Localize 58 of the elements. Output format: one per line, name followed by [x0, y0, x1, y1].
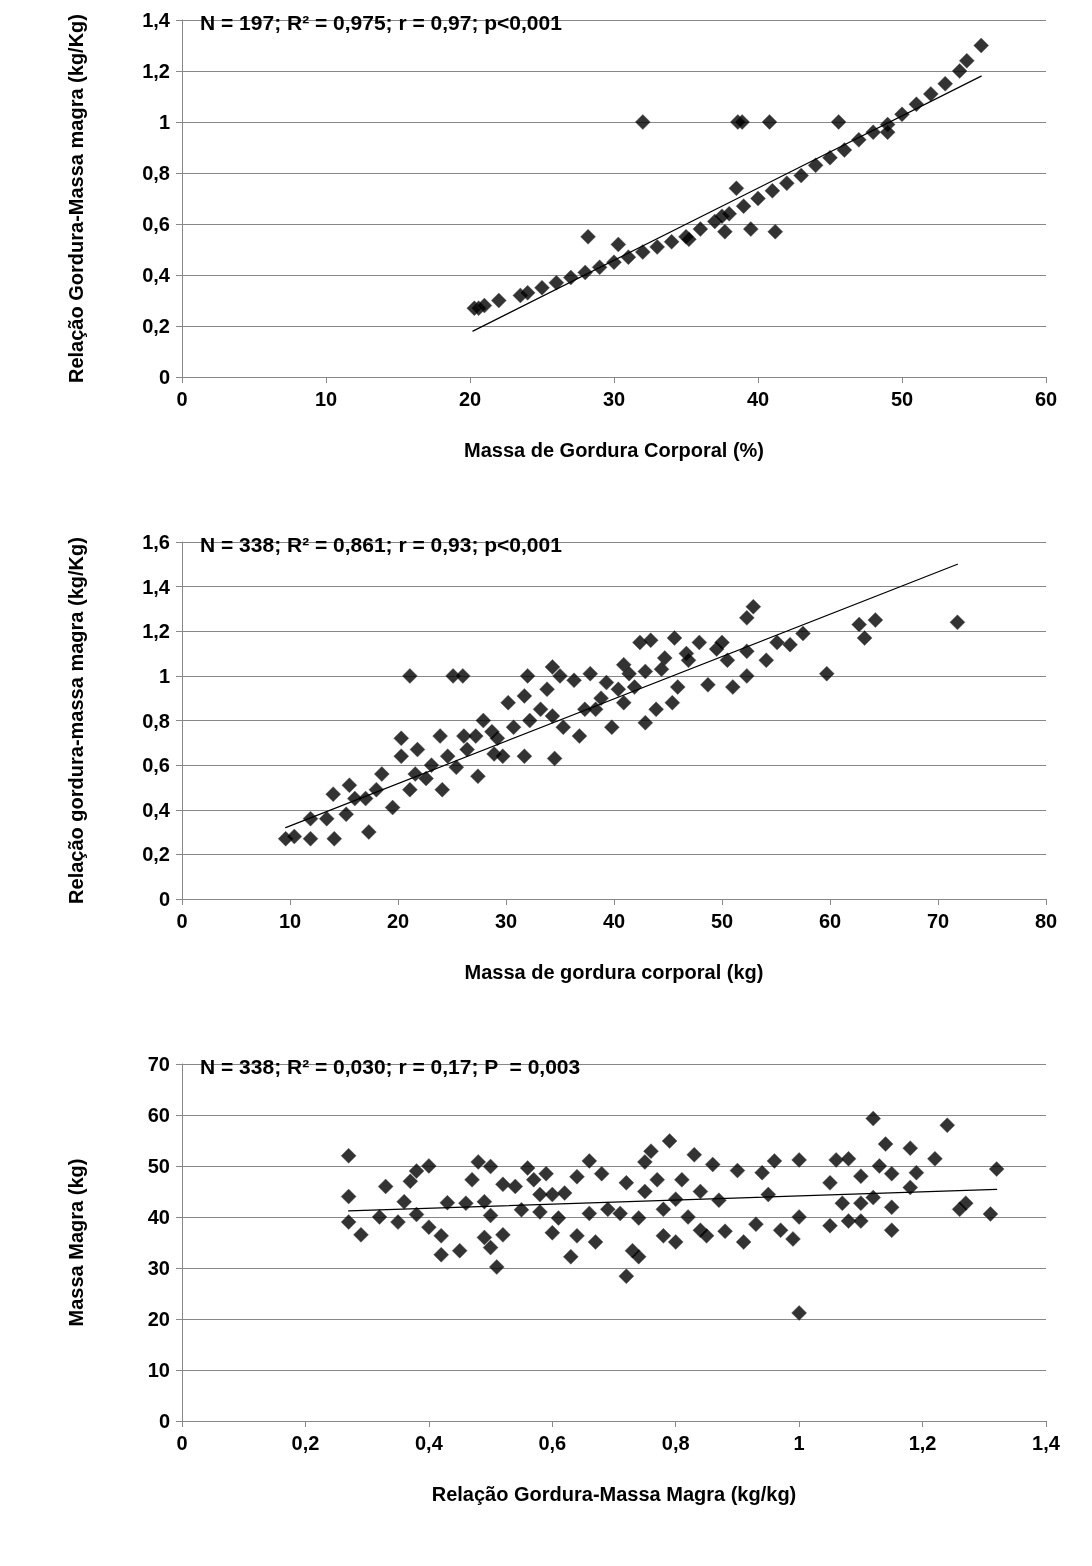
y-tick-label: 0,4: [142, 798, 171, 821]
x-axis-title: Relação Gordura-Massa Magra (kg/kg): [431, 1483, 797, 1505]
x-tick-label: 1,4: [1032, 1432, 1061, 1454]
x-tick-label: 80: [1034, 910, 1058, 932]
x-tick-label: 50: [710, 910, 734, 932]
x-tick-label: 1: [793, 1432, 805, 1454]
annotation: N = 338; R² = 0,030; r = 0,17; P = 0,003: [200, 1055, 581, 1078]
x-tick-label: 0: [176, 1432, 188, 1454]
x-tick-label: 0: [176, 910, 188, 932]
y-axis-title: Massa Magra (kg): [65, 1158, 87, 1327]
y-tick-label: 20: [147, 1308, 170, 1330]
x-tick-label: 60: [818, 910, 842, 932]
annotation: N = 197; R² = 0,975; r = 0,97; p<0,001: [200, 11, 563, 34]
y-tick-label: 1,2: [142, 60, 170, 82]
x-tick-label: 50: [890, 388, 914, 410]
x-tick-label: 1,2: [908, 1432, 937, 1454]
x-tick-label: 20: [386, 910, 410, 932]
x-tick-label: 0,4: [414, 1432, 444, 1454]
annotation: N = 338; R² = 0,861; r = 0,93; p<0,001: [200, 533, 563, 556]
x-tick-label: 40: [746, 388, 770, 410]
y-axis-title: Relação Gordura-Massa magra (kg/Kg): [65, 14, 87, 383]
x-tick-label: 0,6: [538, 1432, 567, 1454]
y-tick-label: 1,2: [142, 620, 170, 643]
x-tick-label: 30: [602, 388, 626, 410]
x-axis-title: Massa de Gordura Corporal (%): [463, 439, 765, 461]
y-tick-label: 0,8: [142, 162, 170, 184]
y-tick-label: 1,4: [142, 9, 171, 31]
y-tick-label: 30: [147, 1257, 170, 1279]
x-tick-label: 70: [926, 910, 950, 932]
y-tick-label: 70: [147, 1053, 170, 1075]
x-tick-label: 0,8: [661, 1432, 690, 1454]
y-tick-label: 10: [147, 1359, 170, 1381]
y-tick-label: 0,6: [142, 754, 170, 777]
x-tick-label: 0,2: [291, 1432, 320, 1454]
y-tick-label: 0: [158, 888, 170, 910]
y-tick-label: 60: [147, 1104, 170, 1126]
x-axis-title: Massa de gordura corporal (kg): [464, 961, 764, 983]
x-tick-label: 60: [1034, 388, 1058, 410]
y-tick-label: 0,8: [142, 709, 170, 732]
y-tick-label: 1: [158, 111, 170, 133]
y-tick-label: 1: [158, 664, 170, 687]
x-tick-label: 30: [494, 910, 518, 932]
y-tick-label: 0,2: [142, 843, 170, 866]
y-tick-label: 50: [147, 1155, 170, 1177]
y-tick-label: 0,4: [142, 264, 171, 286]
y-tick-label: 1,6: [142, 531, 170, 553]
x-tick-label: 10: [314, 388, 338, 410]
x-tick-label: 20: [458, 388, 482, 410]
y-tick-label: 0,2: [142, 315, 170, 337]
y-tick-label: 1,4: [142, 575, 171, 598]
y-tick-label: 0: [158, 1410, 170, 1432]
y-tick-label: 0: [158, 366, 170, 388]
x-tick-label: 40: [602, 910, 626, 932]
y-axis-title: Relação gordura-massa magra (kg/Kg): [65, 537, 87, 904]
y-tick-label: 0,6: [142, 213, 170, 235]
x-tick-label: 0: [176, 388, 188, 410]
x-tick-label: 10: [278, 910, 302, 932]
y-tick-label: 40: [147, 1206, 170, 1228]
